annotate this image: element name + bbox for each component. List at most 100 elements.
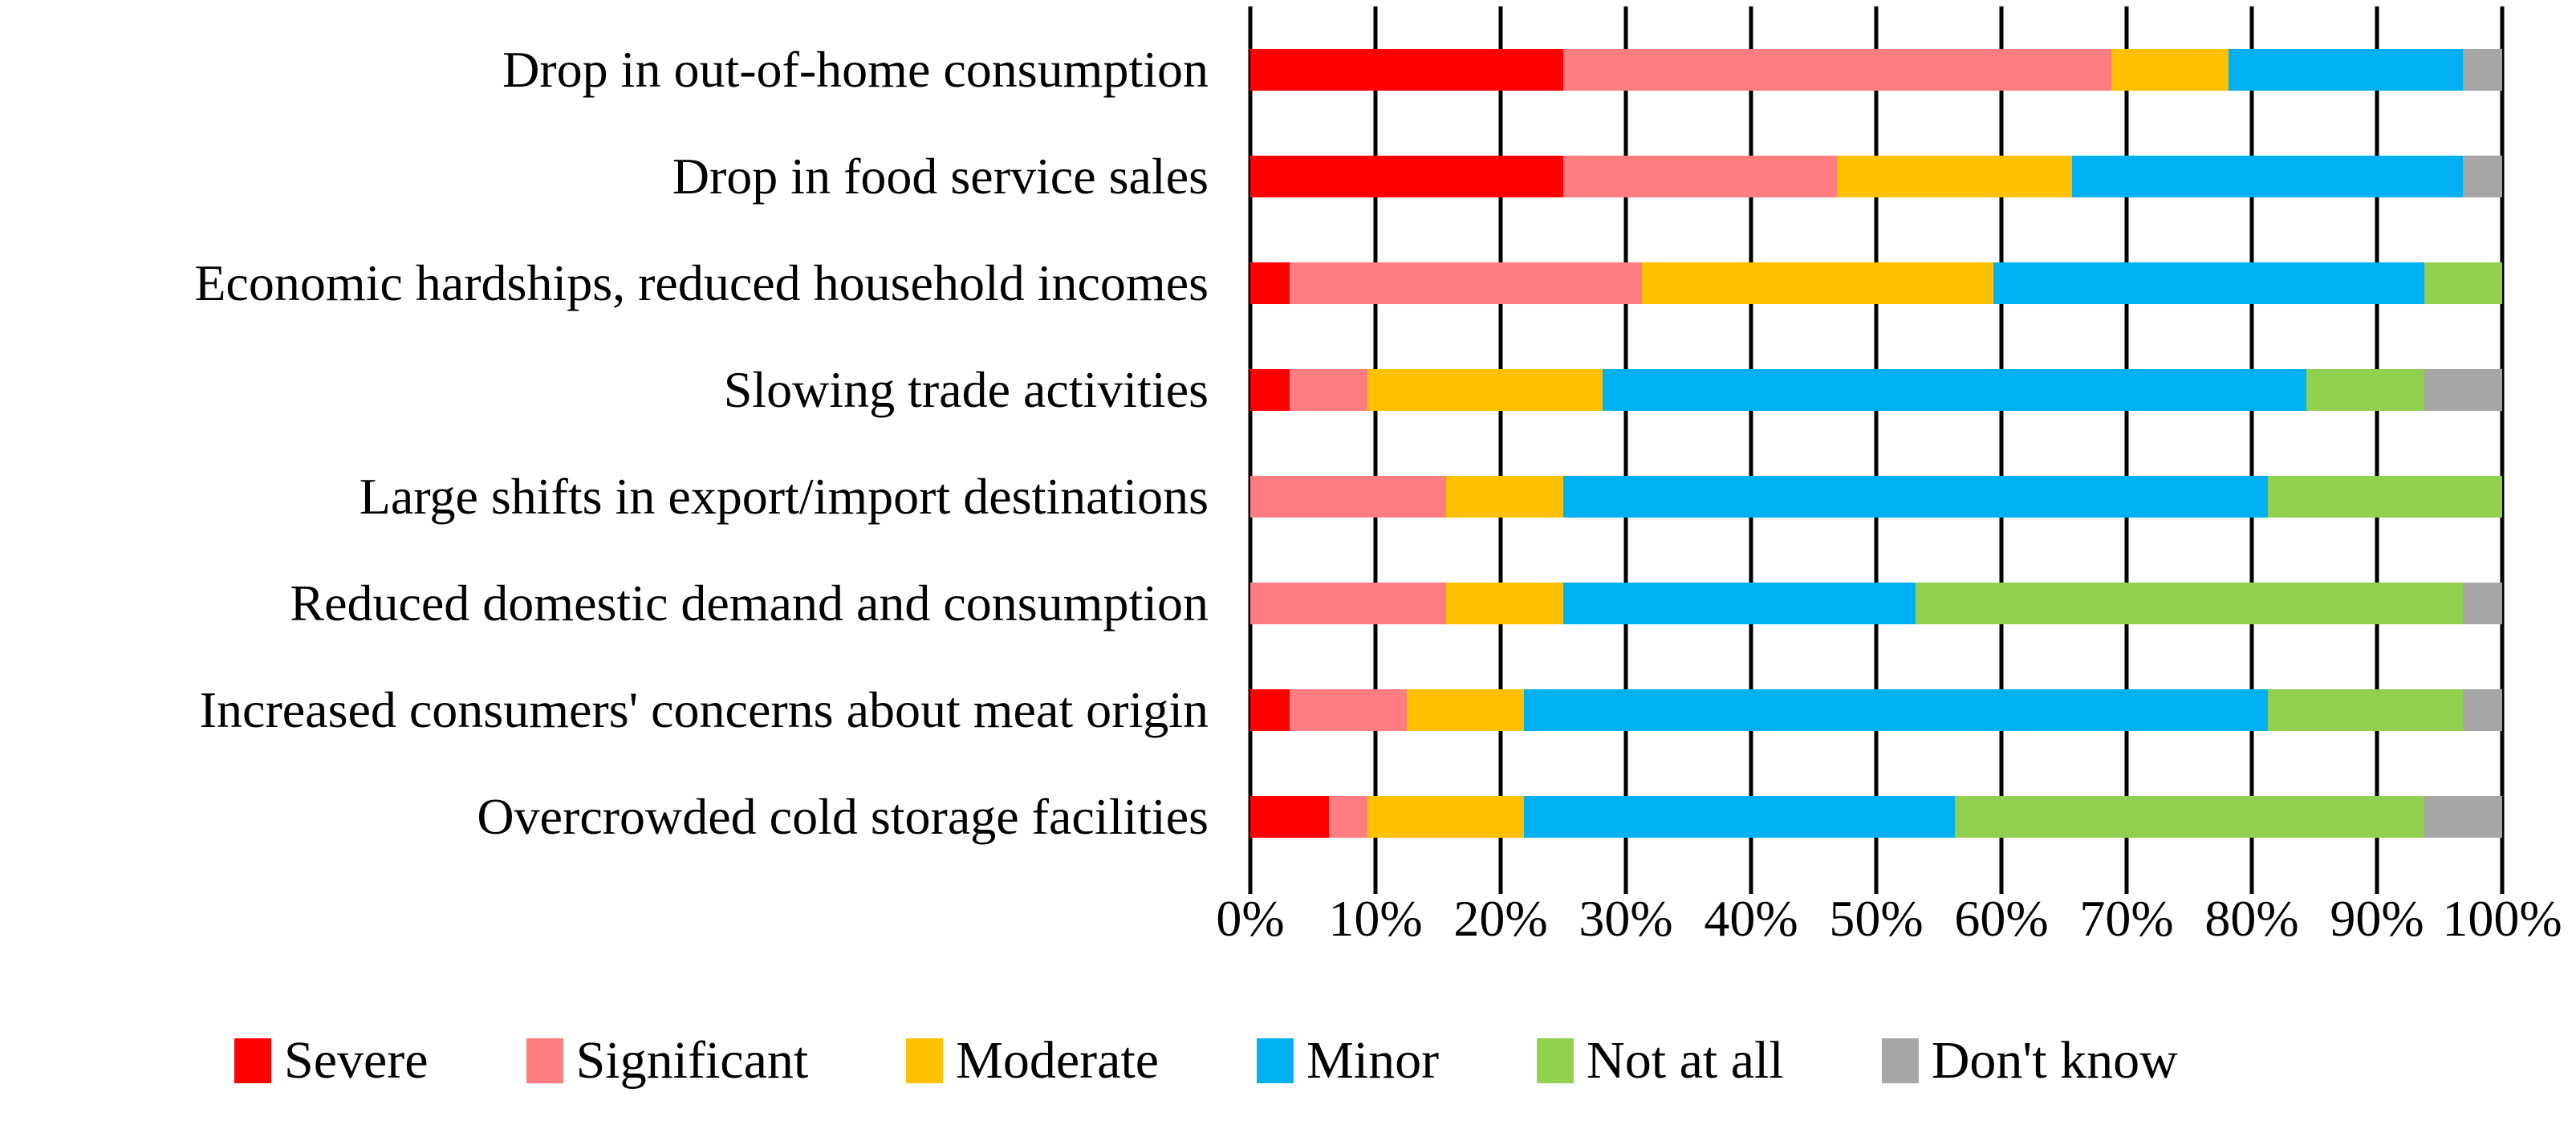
category-label: Reduced domestic demand and consumption: [290, 574, 1209, 632]
legend-label: Severe: [284, 1031, 429, 1090]
bar-segment: [2111, 48, 2229, 91]
stacked-bar: [1250, 475, 2502, 518]
bar-segment: [1250, 155, 1563, 197]
bar-row: [1250, 16, 2502, 123]
legend-swatch: [526, 1038, 563, 1083]
bar-segment: [1250, 688, 1290, 731]
x-axis-labels: 0% 10% 20% 30% 40% 50% 60% 70% 80% 90% 100%: [1216, 889, 2562, 961]
legend: Severe Significant Moderate Minor Not at all…: [234, 1021, 2178, 1101]
bar-segment: [2463, 48, 2502, 91]
stacked-bar: [1250, 368, 2502, 411]
x-axis-tick-label: 90%: [2330, 890, 2424, 947]
legend-label: Not at all: [1587, 1031, 1784, 1090]
legend-item: Don't know: [1881, 1030, 2178, 1091]
plot-area: [1248, 6, 2505, 894]
category-label: Increased consumers' concerns about meat…: [199, 680, 1209, 738]
bar-segment: [1250, 582, 1446, 624]
bar-segment: [1524, 688, 2268, 731]
legend-label: Moderate: [956, 1031, 1160, 1090]
bar-segment: [2306, 368, 2424, 411]
legend-label: Significant: [575, 1031, 809, 1090]
x-axis-tick-label: 60%: [1954, 890, 2049, 947]
category-label: Drop in out-of-home consumption: [502, 40, 1209, 98]
gridline: [1248, 6, 1253, 894]
category-labels: Drop in out-of-home consumption Drop in f…: [0, 16, 1209, 870]
bar-row: [1250, 123, 2502, 229]
category-label: Large shifts in export/import destinatio…: [359, 467, 1209, 525]
bar-segment: [1563, 582, 1916, 624]
legend-item: Moderate: [906, 1030, 1159, 1091]
bar-row: [1250, 763, 2502, 870]
bar-segment: [2267, 475, 2502, 518]
bar-segment: [1954, 795, 2424, 838]
gridline: [2375, 6, 2379, 894]
gridline: [2500, 6, 2505, 894]
bar-segment: [1250, 795, 1329, 838]
bar-segment: [1993, 262, 2424, 304]
legend-item: Severe: [234, 1030, 429, 1091]
bar-segment: [1837, 155, 2072, 197]
bar-segment: [1250, 475, 1446, 518]
bar-segment: [1367, 368, 1603, 411]
legend-swatch: [1537, 1038, 1574, 1083]
gridline: [1999, 6, 2004, 894]
stacked-bar: [1250, 582, 2502, 624]
x-axis-tick-label: 10%: [1328, 890, 1423, 947]
bar-segment: [1641, 262, 1994, 304]
x-axis-tick-label: 40%: [1704, 890, 1798, 947]
bar-row: [1250, 443, 2502, 550]
bar-segment: [2463, 155, 2502, 197]
stacked-bar: [1250, 262, 2502, 304]
bar-segment: [1328, 795, 1368, 838]
bar-row: [1250, 656, 2502, 763]
x-axis-tick-label: 20%: [1453, 890, 1548, 947]
bar-segment: [2424, 795, 2502, 838]
category-label: Overcrowded cold storage facilities: [477, 787, 1209, 845]
bar-segment: [2267, 688, 2464, 731]
legend-label: Minor: [1306, 1031, 1440, 1090]
bar-row: [1250, 550, 2502, 656]
bar-segment: [1367, 795, 1525, 838]
bar-segment: [1250, 368, 1290, 411]
bar-row: [1250, 229, 2502, 336]
bar-segment: [1289, 368, 1368, 411]
legend-swatch: [1881, 1038, 1919, 1083]
bar-segment: [1524, 795, 1955, 838]
stacked-bar: [1250, 48, 2502, 91]
category-label: Economic hardships, reduced household in…: [194, 254, 1209, 311]
bar-segment: [1563, 155, 1838, 197]
legend-label: Don't know: [1931, 1031, 2178, 1090]
bar-segment: [1445, 582, 1563, 624]
x-axis-tick-label: 30%: [1579, 890, 1673, 947]
legend-swatch: [906, 1038, 944, 1083]
bar-segment: [2071, 155, 2464, 197]
bar-segment: [1563, 475, 2268, 518]
bar-segment: [2463, 688, 2502, 731]
bar-segment: [1289, 688, 1407, 731]
x-axis-tick-label: 100%: [2442, 890, 2562, 947]
bar-segment: [1250, 48, 1563, 91]
gridline: [1623, 6, 1628, 894]
x-axis-tick-label: 0%: [1216, 890, 1285, 947]
x-axis-tick-label: 50%: [1829, 890, 1924, 947]
bar-segment: [1289, 262, 1642, 304]
x-axis-tick-label: 80%: [2204, 890, 2299, 947]
bar-segment: [2424, 368, 2502, 411]
legend-swatch: [234, 1038, 271, 1083]
legend-swatch: [1257, 1038, 1294, 1083]
legend-item: Not at all: [1537, 1030, 1784, 1091]
legend-item: Minor: [1257, 1030, 1439, 1091]
gridline: [2124, 6, 2129, 894]
bar-segment: [1563, 48, 2111, 91]
bar-segment: [1407, 688, 1525, 731]
gridline: [1498, 6, 1503, 894]
bar-segment: [1602, 368, 2307, 411]
stacked-bar: [1250, 688, 2502, 731]
bar-segment: [2424, 262, 2502, 304]
bar-row: [1250, 336, 2502, 443]
gridline: [1874, 6, 1879, 894]
bar-segment: [1250, 262, 1290, 304]
gridline: [1373, 6, 1378, 894]
bar-segment: [2228, 48, 2464, 91]
